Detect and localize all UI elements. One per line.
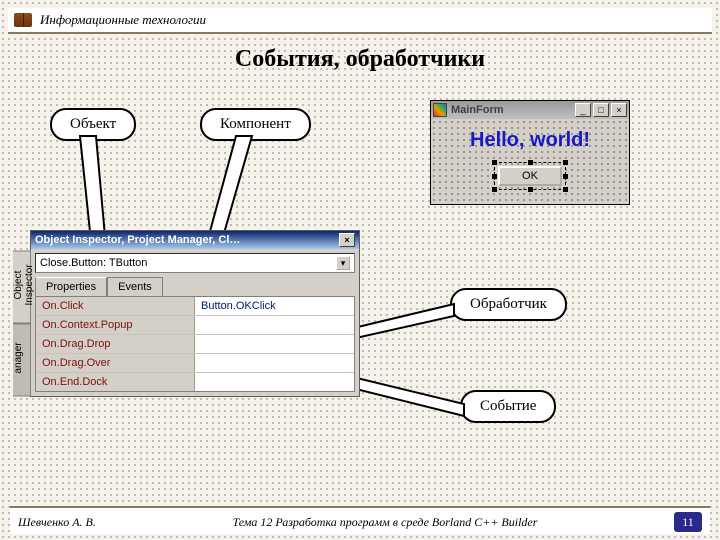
mainform-title: MainForm	[451, 104, 575, 116]
event-value[interactable]	[195, 354, 354, 372]
ok-selection: OK	[494, 162, 566, 190]
app-icon	[433, 103, 447, 117]
event-name[interactable]: On.Context.Popup	[36, 316, 195, 334]
ok-button[interactable]: OK	[498, 166, 562, 186]
event-name[interactable]: On.Drag.Drop	[36, 335, 195, 353]
table-row: On.Context.Popup	[36, 316, 354, 335]
object-inspector: Object Inspector anager Object Inspector…	[30, 230, 360, 397]
event-name[interactable]: On.Click	[36, 297, 195, 315]
events-grid: On.Click Button.OKClick On.Context.Popup…	[35, 296, 355, 392]
side-tabs: Object Inspector anager	[13, 251, 31, 396]
footer-author: Шевченко А. В.	[18, 515, 96, 530]
chevron-down-icon: ▾	[336, 256, 350, 270]
footer: Шевченко А. В. Тема 12 Разработка програ…	[10, 506, 710, 534]
inspector-close-button[interactable]: ×	[339, 233, 355, 247]
minimize-button[interactable]: _	[575, 103, 591, 117]
close-button[interactable]: ×	[611, 103, 627, 117]
mainform-window: MainForm _ □ × Hello, world! OK	[430, 100, 630, 205]
side-tab-inspector[interactable]: Object Inspector	[13, 251, 31, 324]
event-value[interactable]: Button.OKClick	[195, 297, 354, 315]
hello-label: Hello, world!	[470, 129, 590, 152]
inspector-titlebar: Object Inspector, Project Manager, Cl… ×	[31, 231, 359, 249]
event-value[interactable]	[195, 373, 354, 391]
page-number: 11	[674, 512, 702, 532]
table-row: On.End.Dock	[36, 373, 354, 391]
table-row: On.Click Button.OKClick	[36, 297, 354, 316]
mainform-body: Hello, world! OK	[431, 119, 629, 204]
component-combo[interactable]: Close.Button: TButton ▾	[35, 253, 355, 273]
table-row: On.Drag.Drop	[36, 335, 354, 354]
tab-properties[interactable]: Properties	[35, 277, 107, 296]
maximize-button[interactable]: □	[593, 103, 609, 117]
side-tab-manager[interactable]: anager	[13, 324, 31, 397]
inspector-title: Object Inspector, Project Manager, Cl…	[35, 234, 240, 246]
table-row: On.Drag.Over	[36, 354, 354, 373]
tab-events[interactable]: Events	[107, 277, 163, 296]
event-name[interactable]: On.Drag.Over	[36, 354, 195, 372]
inspector-tabs: Properties Events	[31, 277, 359, 296]
event-name[interactable]: On.End.Dock	[36, 373, 195, 391]
footer-theme: Тема 12 Разработка программ в среде Borl…	[232, 515, 537, 530]
combo-value: Close.Button: TButton	[40, 257, 147, 269]
mainform-titlebar: MainForm _ □ ×	[431, 101, 629, 119]
event-value[interactable]	[195, 316, 354, 334]
event-value[interactable]	[195, 335, 354, 353]
